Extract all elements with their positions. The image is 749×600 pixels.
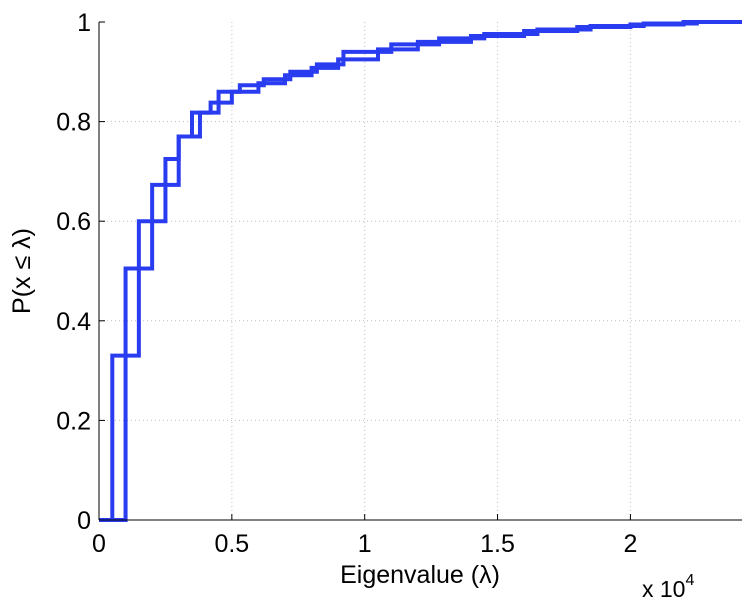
y-tick-label: 0.6: [56, 208, 91, 236]
x-tick-label: 1: [358, 530, 372, 558]
axes: [98, 21, 742, 521]
x-tick-label: 2: [623, 530, 637, 558]
y-tick-label: 0: [77, 507, 91, 535]
plot-area: [99, 22, 742, 520]
x-multiplier-base: x 10: [642, 576, 685, 600]
tick-labels: 0 0.5 1 1.5 2 0 0.2 0.4 0.6 0.8 1: [56, 9, 637, 558]
y-axis-label: P(x ≤ λ): [8, 228, 36, 314]
x-multiplier-label: x 104: [642, 572, 694, 600]
cdf-series-line-2: [99, 20, 742, 522]
x-axis-label: Eigenvalue (λ): [340, 561, 500, 589]
x-tick-label: 1.5: [480, 530, 515, 558]
y-tick-label: 0.4: [56, 308, 91, 336]
y-tick-label: 0.8: [56, 109, 91, 137]
x-tick-label: 0.5: [214, 530, 249, 558]
series-group: [99, 20, 742, 522]
x-tick-label: 0: [92, 530, 106, 558]
y-tick-label: 1: [77, 9, 91, 37]
x-multiplier-exponent: 4: [685, 572, 694, 589]
grid: [99, 22, 742, 520]
y-tick-label: 0.2: [56, 407, 91, 435]
